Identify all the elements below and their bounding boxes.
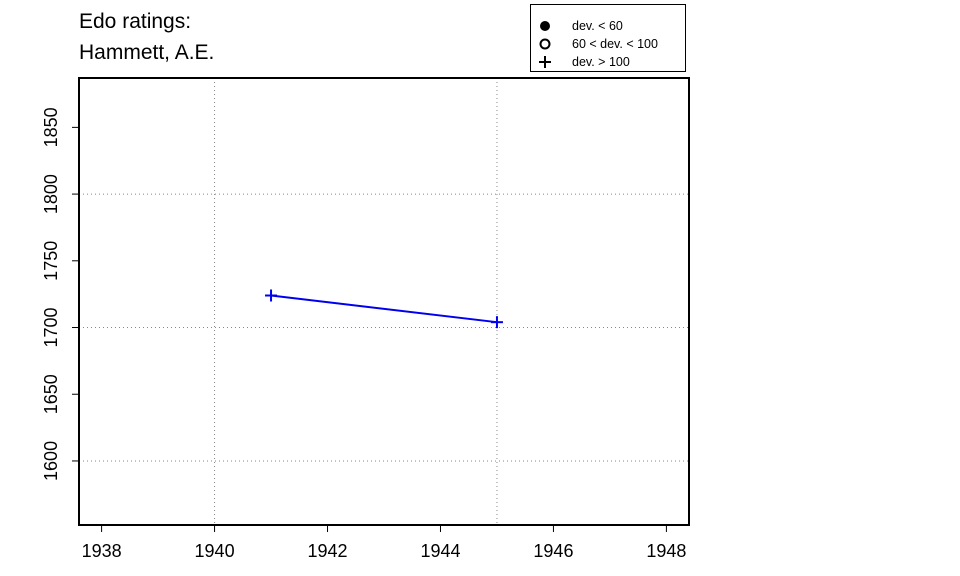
y-tick-label: 1850 [41, 107, 61, 147]
legend-item-dev-lt-60: dev. < 60 [531, 18, 687, 34]
legend-label: dev. < 60 [572, 19, 623, 33]
axis-ticks: 1938 1940 1942 1944 1946 1948 1600 1650 1700 1750… [41, 107, 686, 561]
x-tick-label: 1948 [646, 541, 686, 561]
legend-item-dev-60-100: 60 < dev. < 100 [531, 36, 687, 52]
y-tick-label: 1650 [41, 374, 61, 414]
plus-icon [539, 56, 551, 68]
legend-label: dev. > 100 [572, 55, 630, 69]
chart-legend: dev. < 60 60 < dev. < 100 dev. > 100 [530, 4, 686, 72]
filled-circle-icon [540, 21, 550, 31]
grid-lines [79, 78, 689, 525]
x-tick-label: 1944 [420, 541, 460, 561]
chart-title-line-1: Edo ratings: [79, 10, 192, 33]
chart-title-line-2: Hammett, A.E. [79, 41, 215, 64]
x-tick-label: 1942 [307, 541, 347, 561]
series-line [270, 294, 498, 324]
data-point-plus-marker [265, 289, 278, 302]
data-point-plus-marker [490, 316, 503, 329]
x-tick-label: 1938 [82, 541, 122, 561]
data-series [265, 289, 503, 329]
x-tick-label: 1946 [533, 541, 573, 561]
plot-frame [78, 77, 690, 526]
legend-label: 60 < dev. < 100 [572, 37, 658, 51]
legend-item-dev-gt-100: dev. > 100 [531, 54, 687, 70]
x-tick-label: 1940 [195, 541, 235, 561]
y-tick-label: 1800 [41, 174, 61, 214]
y-tick-label: 1750 [41, 241, 61, 281]
open-circle-icon [539, 38, 551, 50]
y-tick-label: 1600 [41, 441, 61, 481]
y-tick-label: 1700 [41, 307, 61, 347]
